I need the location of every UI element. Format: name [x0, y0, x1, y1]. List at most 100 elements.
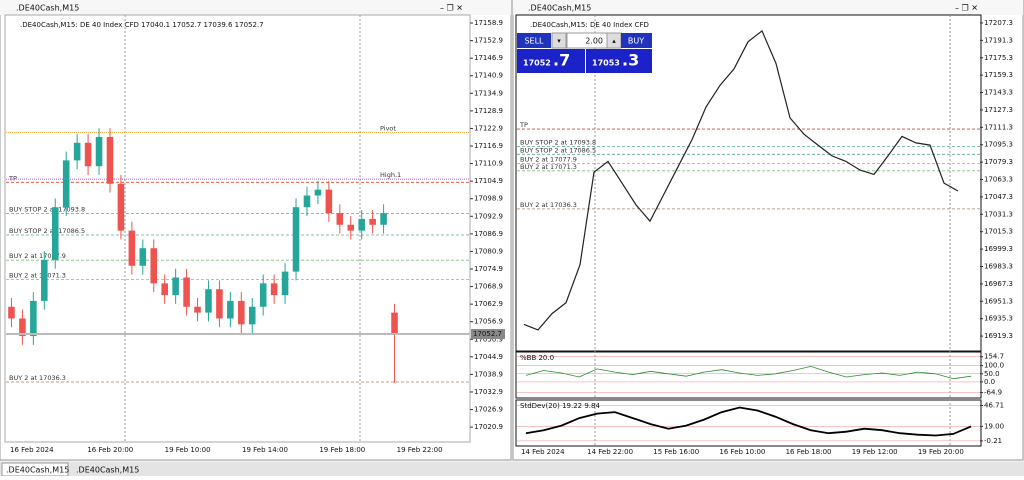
x-tick-label: 19 Feb 14:00: [242, 446, 288, 454]
y-tick-label: 17068.9: [474, 283, 503, 291]
candle-body: [325, 189, 333, 214]
y-tick-label: 17098.9: [474, 195, 503, 203]
candle-body: [248, 306, 256, 325]
y-tick-label: 17050.9: [474, 335, 503, 343]
y-tick-label: 16935.3: [984, 315, 1013, 323]
candle-body: [281, 271, 289, 296]
window-controls[interactable]: – ❐ ✕: [955, 4, 978, 13]
order-label: Pivot: [380, 125, 396, 133]
y-tick-label: -64.9: [984, 389, 1002, 397]
tab-label[interactable]: .DE40Cash,M15: [6, 466, 69, 475]
candle-body: [183, 277, 190, 307]
x-tick-label: 16 Feb 18:00: [786, 448, 832, 456]
y-tick-label: 17143.3: [984, 89, 1013, 97]
price-tag-label: 17052.7: [473, 330, 502, 338]
tab-label[interactable]: .DE40Cash,M15: [76, 466, 139, 475]
candle-body: [194, 306, 201, 313]
volume-value[interactable]: 2.00: [585, 37, 603, 46]
order-label: BUY 2 at 17071.3: [520, 163, 577, 171]
y-tick-label: 17015.3: [984, 228, 1013, 236]
indicator-line: [525, 406, 972, 437]
y-tick-label: 0.0: [984, 378, 995, 386]
y-tick-label: 16967.3: [984, 280, 1013, 288]
chart-info: .DE40Cash,M15: DE 40 Index CFD 17040.1 1…: [20, 21, 264, 29]
y-tick-label: 17063.3: [984, 176, 1013, 184]
y-tick-label: 16983.3: [984, 263, 1013, 271]
x-tick-label: 19 Feb 10:00: [165, 446, 211, 454]
y-tick-label: 19.00: [984, 422, 1004, 430]
buy-label[interactable]: BUY: [628, 37, 644, 46]
candle-body: [161, 283, 168, 296]
tab-bar: [0, 462, 1024, 476]
candle-body: [314, 189, 322, 196]
order-label: High.1: [380, 171, 401, 179]
candle-body: [380, 213, 387, 225]
y-tick-label: 17207.3: [984, 19, 1013, 27]
buy-button[interactable]: [621, 33, 652, 48]
x-tick-label: 14 Feb 22:00: [587, 448, 633, 456]
order-label: BUY STOP 2 at 17086.5: [9, 227, 85, 235]
indicator-panel: [515, 351, 982, 399]
indicator-label: %BB 20.0: [520, 354, 554, 362]
order-label: BUY STOP 2 at 17093.8: [520, 138, 596, 146]
ask-main: 17053: [592, 59, 620, 68]
y-tick-label: 17074.9: [474, 265, 503, 273]
candle-body: [128, 230, 136, 266]
y-tick-label: 17031.3: [984, 210, 1013, 218]
candle-body: [84, 142, 92, 167]
sell-button[interactable]: [517, 33, 551, 48]
indicator-label: StdDev(20) 19.22 9.84: [520, 402, 600, 410]
y-tick-label: 16999.3: [984, 245, 1013, 253]
x-tick-label: 16 Feb 2024: [10, 446, 54, 454]
bid-box[interactable]: [517, 49, 585, 73]
y-tick-label: 17080.9: [474, 247, 503, 255]
bid-main: 17052: [523, 59, 551, 68]
y-tick-label: 17127.3: [984, 106, 1013, 114]
order-label: BUY 2 at 17036.3: [520, 201, 577, 209]
indicator-line: [525, 365, 972, 380]
y-tick-label: 17116.9: [474, 142, 503, 150]
candle-body: [95, 136, 103, 167]
candle-body: [30, 300, 37, 337]
candle-body: [150, 248, 158, 284]
y-tick-label: -0.21: [984, 437, 1002, 445]
y-tick-label: 17146.9: [474, 54, 503, 62]
y-tick-label: 17140.9: [474, 72, 503, 80]
x-tick-label: 15 Feb 16:00: [653, 448, 699, 456]
y-tick-label: 17044.9: [474, 353, 503, 361]
volume-down[interactable]: [551, 32, 567, 49]
candle-body: [358, 218, 365, 231]
candle-body: [347, 224, 355, 231]
y-tick-label: 16951.3: [984, 297, 1013, 305]
window-title: .DE40Cash,M15: [16, 4, 79, 13]
sell-label[interactable]: SELL: [524, 37, 544, 46]
y-tick-label: 50.0: [984, 370, 1000, 378]
chart-info: .DE40Cash,M15: DE 40 Index CFD: [530, 21, 649, 29]
window-title: .DE40Cash,M15: [528, 4, 591, 13]
title-bar: [0, 0, 511, 15]
candle-body: [292, 207, 300, 272]
arrow-icon: ▾: [557, 37, 561, 45]
ask-box[interactable]: [586, 49, 652, 73]
y-tick-label: 17086.9: [474, 230, 503, 238]
y-tick-label: 17026.9: [474, 406, 503, 414]
y-tick-label: 17079.3: [984, 158, 1013, 166]
order-label: BUY 2 at 17077.9: [9, 252, 66, 260]
candle-body: [106, 136, 114, 184]
title-bar: [513, 0, 1023, 15]
candle-body: [139, 248, 147, 266]
candle-body: [73, 142, 81, 161]
y-tick-label: 17110.9: [474, 160, 503, 168]
y-tick-label: 17158.9: [474, 19, 503, 27]
y-tick-label: 17111.3: [984, 123, 1013, 131]
price-tag: [471, 329, 505, 339]
x-tick-label: 14 Feb 2024: [521, 448, 565, 456]
plot-area: [4, 14, 471, 443]
candle-body: [172, 277, 179, 296]
y-tick-label: 17095.3: [984, 141, 1013, 149]
y-tick-label: 17056.9: [474, 318, 503, 326]
candle-body: [51, 207, 59, 260]
window-controls[interactable]: – ❐ ✕: [440, 4, 463, 13]
ask-pips: .3: [622, 51, 639, 70]
candle-body: [216, 289, 223, 319]
